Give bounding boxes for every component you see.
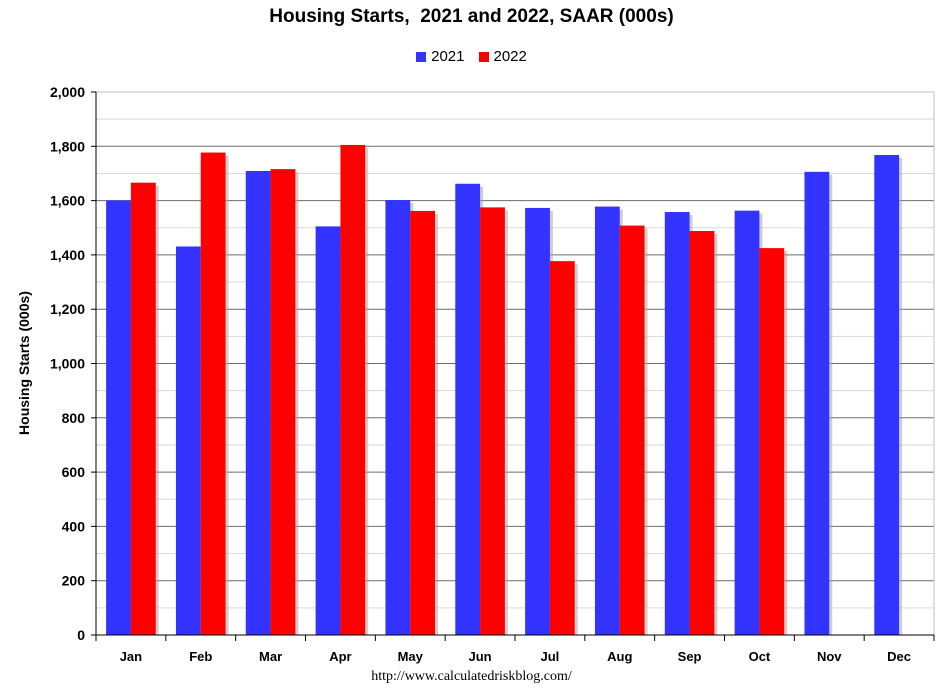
y-tick-label: 800 [62,410,86,426]
axes [91,91,935,641]
bar-2022-feb [200,152,226,635]
y-tick-label: 0 [77,627,85,643]
gridlines [95,91,935,636]
bar-2021-jun [455,183,481,635]
y-tick-label: 2,000 [50,84,85,100]
bar-2021-jul [525,207,550,636]
bar-2021-may [385,200,411,635]
legend-swatch-2021 [416,51,427,62]
bar-2021-feb [175,246,201,635]
bar-2022-jan [130,182,156,635]
bar-2022-aug [619,225,645,635]
bar-2021-mar [245,171,271,635]
bars [106,144,903,636]
bar-2022-jul [549,261,575,635]
x-tick-label: May [398,649,424,664]
bar-2021-apr [315,226,341,635]
y-axis-label: Housing Starts (000s) [16,291,32,435]
y-tick-label: 1,600 [50,193,85,209]
x-tick-label: Jan [120,649,142,664]
y-tick-label: 1,800 [50,138,85,154]
x-tick-label: Jun [469,649,492,664]
bar-2021-oct [734,210,760,635]
source-url: http://www.calculatedriskblog.com/ [371,669,572,684]
bar-2022-oct [759,248,785,636]
bar-2022-may [410,210,436,636]
bar-2022-apr [340,144,366,635]
legend-swatch-2022 [478,51,489,62]
bar-2021-jan [106,200,131,636]
x-tick-label: Apr [329,649,351,664]
y-tick-label: 400 [62,518,86,534]
y-tick-label: 200 [62,573,86,589]
chart-legend: 2021 2022 [0,48,943,65]
x-tick-label: Mar [259,649,282,664]
y-tick-label: 1,200 [50,301,85,317]
x-tick-label: Oct [749,649,771,664]
legend-item-2021: 2021 [416,48,465,65]
x-tick-label: Jul [541,649,560,664]
bar-2021-aug [594,206,620,635]
legend-label-2022: 2022 [493,48,527,65]
x-tick-label: Feb [189,649,212,664]
bar-2021-sep [664,212,690,636]
x-tick-label: Sep [678,649,702,664]
x-tick-label: Nov [817,649,842,664]
legend-item-2022: 2022 [478,48,527,65]
chart-title: Housing Starts, 2021 and 2022, SAAR (000… [269,6,674,27]
legend-label-2021: 2021 [431,48,465,65]
bar-2022-jun [480,207,505,635]
y-tick-label: 1,400 [50,247,85,263]
y-tick-labels: 0 200 400 600 800 1,000 1,200 1,400 1,600 1,800 2,… [50,84,85,643]
y-tick-label: 600 [62,464,86,480]
bar-2022-sep [689,231,715,635]
bar-2021-nov [804,171,830,636]
y-tick-label: 1,000 [50,356,85,372]
x-tick-label: Aug [607,649,632,664]
bar-2021-dec [874,154,900,635]
x-tick-label: Dec [887,649,911,664]
bar-2022-mar [270,169,296,635]
x-tick-labels: Jan Feb Mar Apr May Jun Jul Aug Sep Oct Nov Dec [120,649,911,664]
